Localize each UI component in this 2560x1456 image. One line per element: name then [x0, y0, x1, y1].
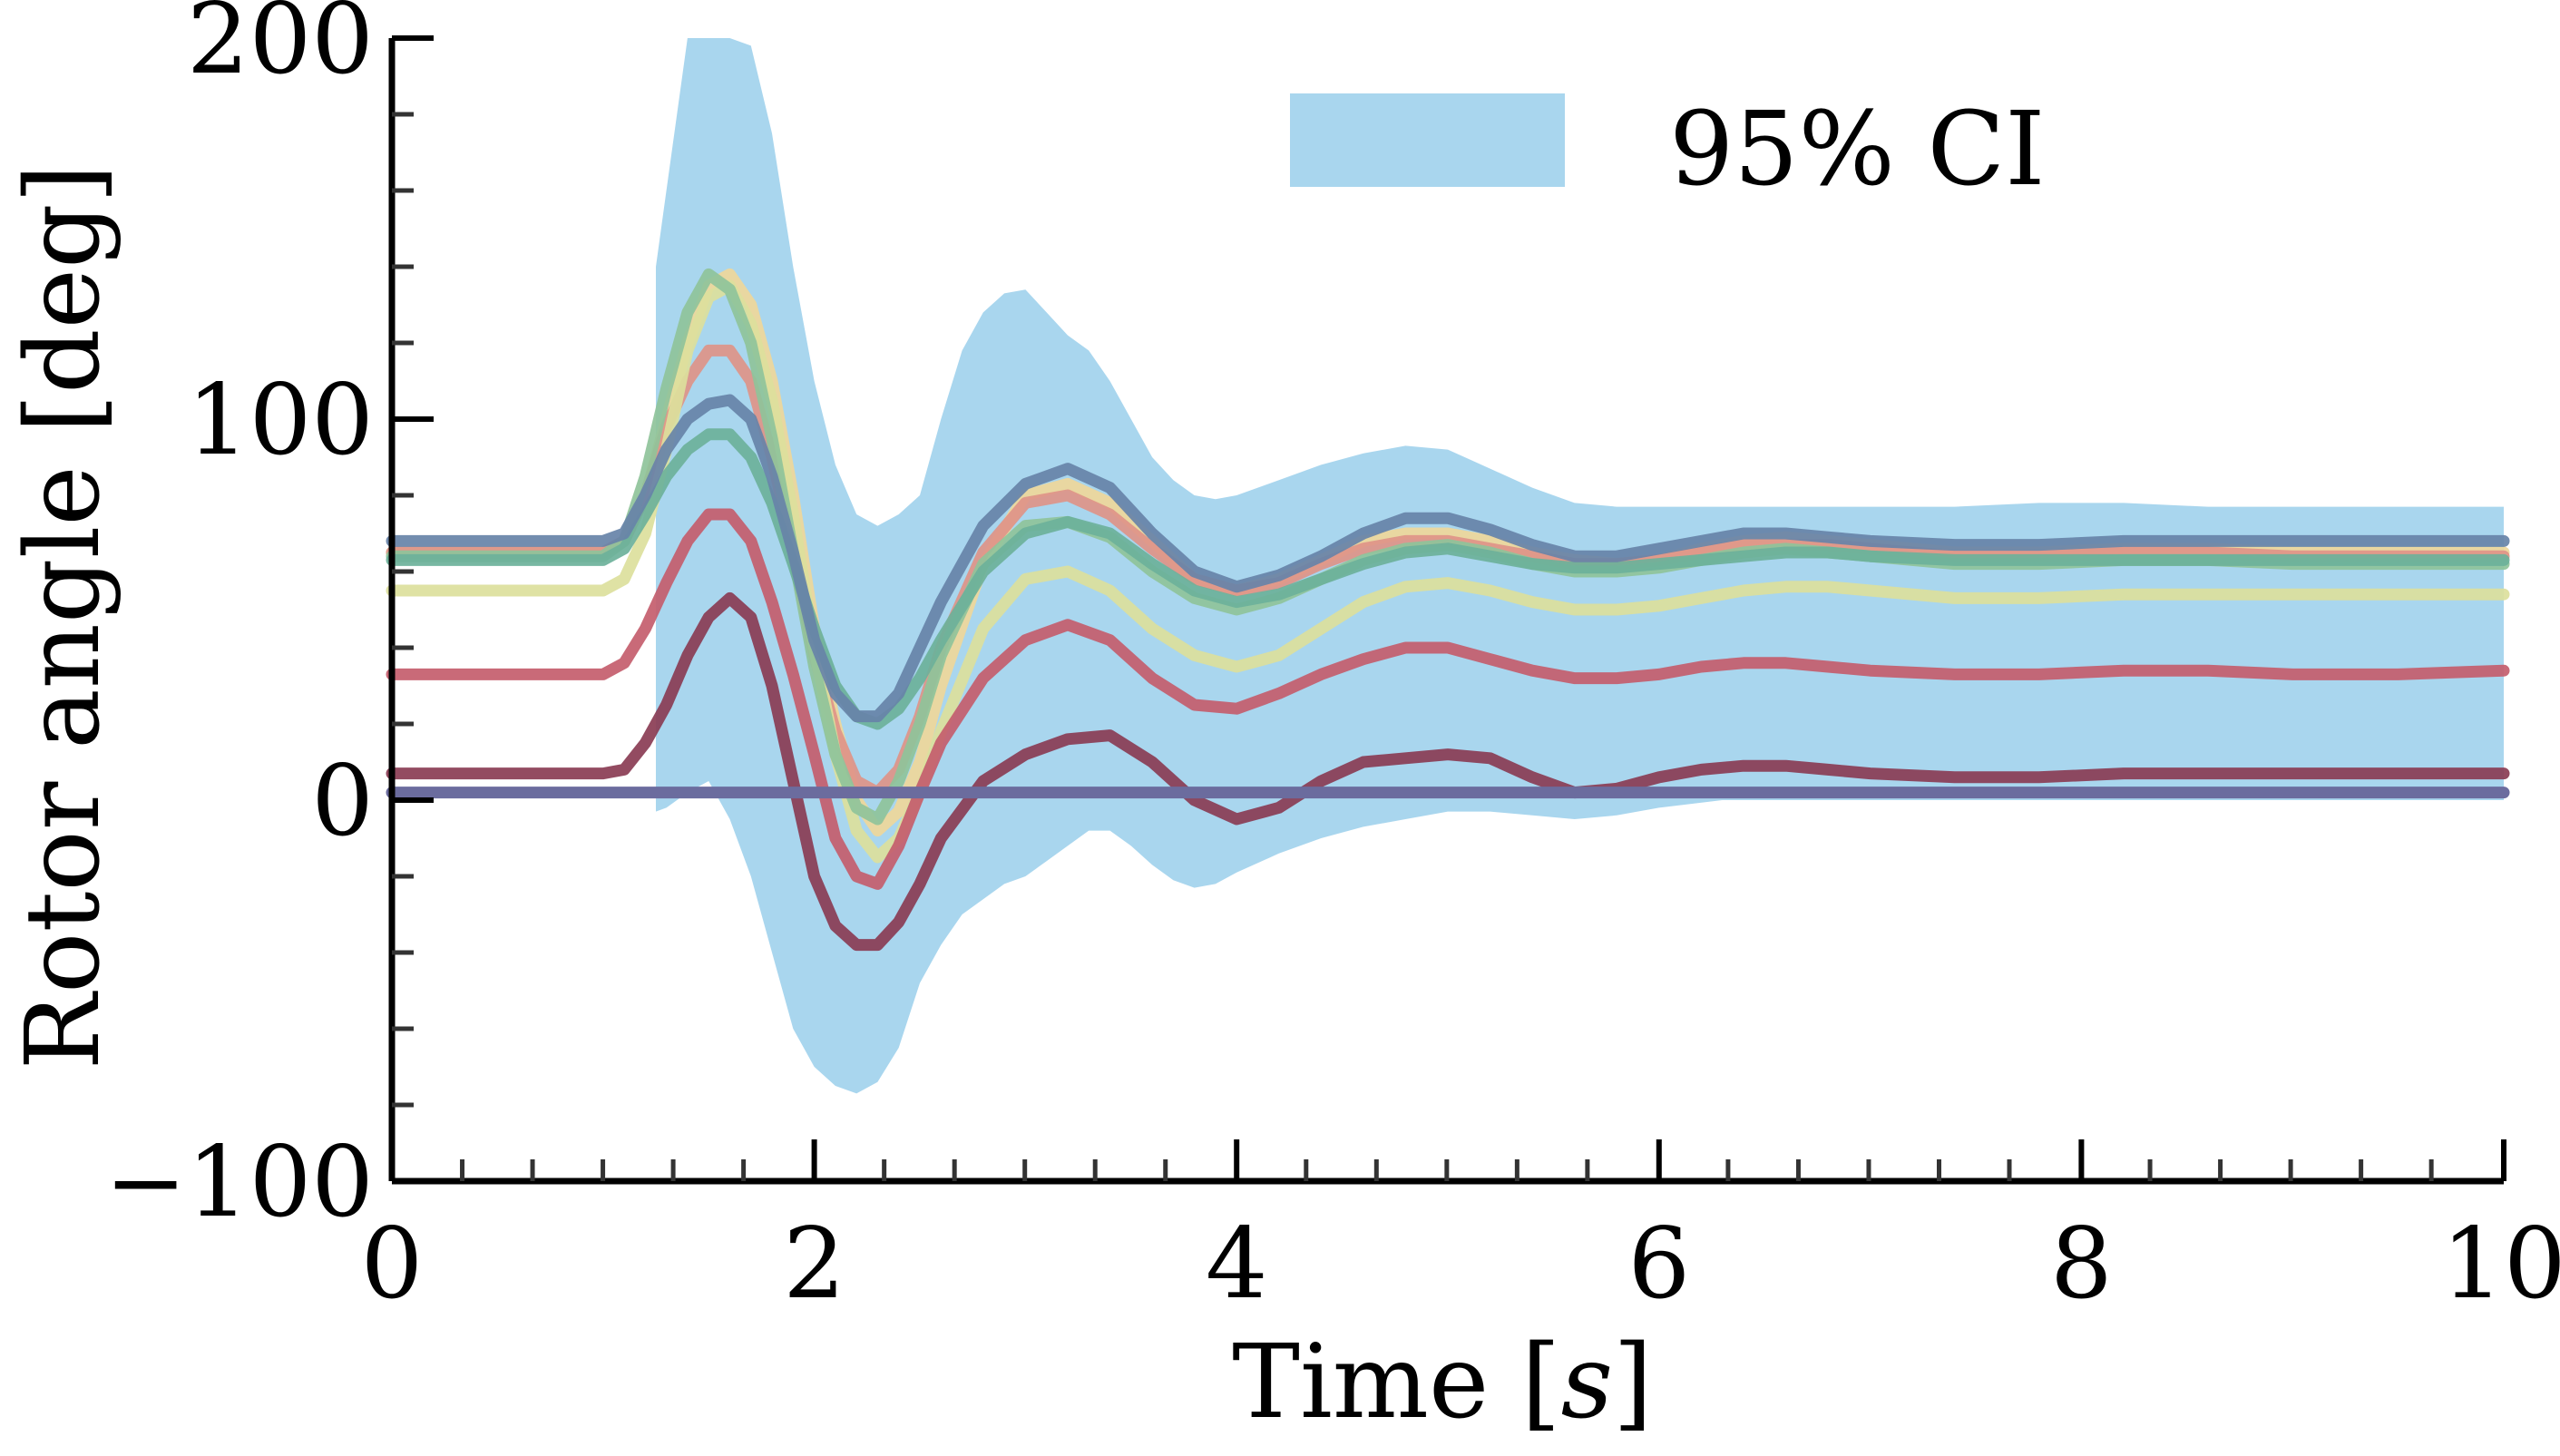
y-tick-label: 200	[187, 0, 374, 96]
legend-swatch-ci	[1290, 93, 1565, 187]
series-line-gen-8	[386, 394, 2510, 723]
x-tick-label: 2	[783, 1207, 845, 1321]
y-tick-label: −100	[104, 1126, 374, 1239]
legend: 95% CI	[1290, 91, 2045, 209]
x-tick-label: 10	[2441, 1207, 2560, 1321]
y-tick-label: 100	[187, 364, 374, 477]
x-axis-title: Time [s]	[1232, 1324, 1653, 1441]
ticks	[389, 35, 2506, 1184]
x-tick-label: 6	[1627, 1207, 1690, 1321]
y-tick-label: 0	[311, 745, 374, 858]
x-tick-label: 0	[361, 1207, 424, 1321]
legend-label-ci: 95% CI	[1669, 91, 2045, 209]
series-line-gen-5	[386, 428, 2510, 730]
series-line-gen-2	[386, 344, 2510, 799]
series-line-gen-6	[386, 508, 2510, 890]
x-tick-label: 4	[1206, 1207, 1268, 1321]
series-line-gen-7	[386, 591, 2510, 952]
y-axis-title: Rotor angle [deg]	[5, 164, 122, 1070]
series-layer	[386, 268, 2510, 952]
x-tick-label: 8	[2050, 1207, 2113, 1321]
